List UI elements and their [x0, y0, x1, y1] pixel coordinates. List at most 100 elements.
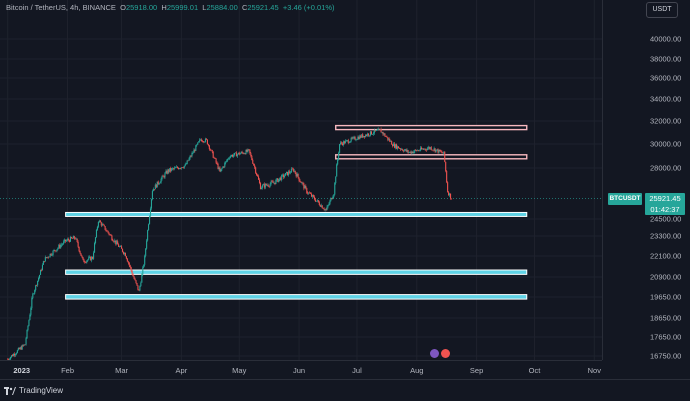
price-axis[interactable]: 40000.00 38000.00 36000.00 34000.00 32000.00… [602, 0, 690, 361]
time-axis[interactable]: 2023 Feb Mar Apr May Jun Jul Aug Sep Oct Nov [0, 360, 602, 379]
candle-body [141, 274, 143, 283]
event-markers[interactable] [430, 349, 450, 358]
candle-body [239, 153, 241, 155]
candle-body [296, 173, 298, 177]
candle-body [340, 142, 343, 144]
candle-body [397, 146, 399, 149]
tradingview-logo[interactable]: TradingView [4, 386, 63, 395]
candle-body [74, 238, 76, 240]
candle-body [371, 134, 373, 135]
candle-body [48, 256, 50, 258]
candle-body [206, 139, 208, 145]
candle-body [386, 136, 388, 138]
candle-body [448, 192, 450, 196]
candle-body [343, 141, 345, 144]
candle-body [216, 162, 218, 164]
candle-body [422, 148, 425, 150]
us-flag-icon[interactable] [441, 349, 450, 358]
candle-body [76, 238, 78, 242]
candle-body [240, 151, 242, 154]
candle-body [382, 131, 384, 135]
candle-body [214, 157, 216, 159]
price-tick-label: 23300.00 [650, 231, 682, 241]
chart-area[interactable] [0, 0, 602, 360]
candle-body [122, 251, 125, 254]
candle-body [225, 161, 227, 163]
candle-body [305, 185, 307, 189]
candle-body [319, 205, 321, 207]
candle-body [320, 205, 322, 207]
candle-body [44, 257, 46, 262]
price-tick-label: 36000.00 [650, 73, 682, 83]
candle-body [30, 308, 32, 315]
candle-body [62, 243, 64, 245]
candle-body [390, 141, 392, 142]
candle-body [97, 221, 99, 227]
candle-body [128, 262, 130, 266]
candle-body [424, 148, 427, 150]
currency-button[interactable]: USDT [646, 2, 678, 18]
candle-body [346, 140, 348, 141]
candle-body [298, 177, 300, 181]
candle-body [157, 181, 159, 185]
candle-body [308, 192, 310, 194]
candle-body [142, 267, 144, 275]
candle-body [125, 256, 127, 259]
candle-body [195, 145, 197, 151]
price-chart[interactable] [0, 0, 602, 360]
candle-body [294, 170, 296, 174]
candle-body [53, 250, 55, 251]
candle-body [89, 256, 91, 258]
candle-body [170, 168, 172, 171]
candle-body [158, 183, 160, 185]
candle-body [138, 289, 140, 291]
event-flag-icon[interactable] [430, 349, 439, 358]
symbol-title[interactable]: Bitcoin / TetherUS, 4h, BINANCE [6, 3, 116, 12]
candle-body [186, 160, 188, 164]
candle-body [103, 225, 105, 227]
candle-body [68, 240, 71, 242]
candle-body [93, 252, 95, 259]
candle-body [418, 150, 420, 151]
candle-body [317, 200, 319, 203]
candle-body [172, 168, 174, 169]
candle-body [156, 181, 158, 188]
candle-body [99, 220, 101, 223]
candle-body [31, 298, 33, 309]
candle-body [388, 139, 390, 140]
support-zone [65, 211, 528, 217]
candle-body [220, 169, 222, 172]
candle-body [196, 144, 198, 146]
candle-body [176, 166, 179, 168]
candle-body [202, 141, 204, 142]
candle-body [334, 183, 336, 195]
close-label: C [241, 3, 248, 12]
candle-body [87, 259, 89, 261]
candle-body [79, 251, 81, 254]
candle-body [41, 264, 43, 271]
candle-body [175, 167, 177, 169]
candle-body [251, 155, 253, 160]
candle-body [449, 193, 452, 199]
candle-body [402, 150, 404, 152]
candle-body [66, 239, 69, 241]
candle-body [9, 359, 11, 360]
candle-body [366, 134, 368, 136]
candle-body [93, 243, 96, 253]
candle-body [285, 171, 288, 174]
candle-body [432, 149, 434, 151]
candle-body [28, 320, 30, 326]
candle-body [440, 151, 442, 152]
candle-body [159, 182, 161, 184]
candle-body [288, 171, 290, 173]
candle-body [190, 156, 192, 157]
candle-body [280, 177, 282, 181]
candle-body [434, 148, 436, 152]
candle-body [316, 200, 318, 201]
price-tick-label: 19650.00 [650, 292, 682, 302]
candle-body [351, 137, 353, 139]
candle-body [244, 153, 246, 155]
candle-body [136, 282, 138, 286]
candle-body [449, 193, 451, 196]
candle-body [433, 148, 435, 151]
